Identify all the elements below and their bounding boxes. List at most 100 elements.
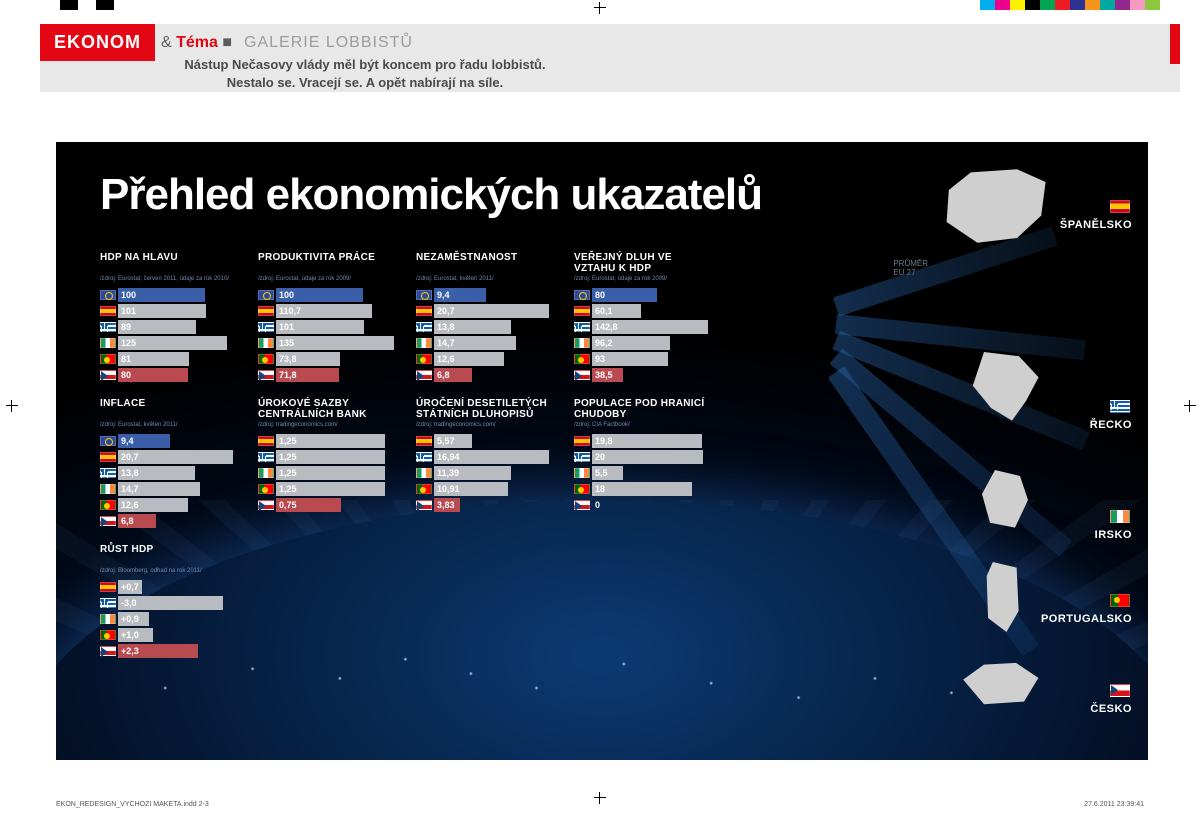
bar-track: 3,83 xyxy=(434,498,556,512)
bar-track: 16,94 xyxy=(434,450,556,464)
bar-value: +0,7 xyxy=(121,580,139,594)
country-name: PORTUGALSKO xyxy=(1041,613,1132,625)
flag-pt-icon xyxy=(100,630,116,640)
chart-rows: 8060,1142,896,29338,5 xyxy=(574,288,714,382)
bar-track: 11,39 xyxy=(434,466,556,480)
flag-ie-icon xyxy=(258,338,274,348)
chart-row: 0 xyxy=(574,498,714,512)
flag-gr-icon xyxy=(258,322,274,332)
bar-track: +0,9 xyxy=(118,612,240,626)
flag-cz-icon xyxy=(100,646,116,656)
bar-track: +0,7 xyxy=(118,580,240,594)
bar-value: 110,7 xyxy=(279,304,301,318)
chart-row: 18 xyxy=(574,482,714,496)
bar-value: 3,83 xyxy=(437,498,455,512)
flag-eu-icon xyxy=(416,290,432,300)
country-name: ŠPANĚLSKO xyxy=(1060,219,1132,231)
flag-eu-icon xyxy=(258,290,274,300)
flag-ie-icon xyxy=(416,338,432,348)
country-name: IRSKO xyxy=(1095,529,1132,541)
bar-value: 100 xyxy=(279,288,294,302)
print-swatch xyxy=(1025,0,1040,10)
chart-source: /zdroj: tradingeconomics.com/ xyxy=(416,422,556,428)
print-swatch xyxy=(78,0,96,10)
bar-value: 101 xyxy=(121,304,136,318)
chart-source: /zdroj: Eurostat, údaje za rok 2009/ xyxy=(258,276,398,282)
flag-es-icon xyxy=(574,436,590,446)
bar-track: 142,8 xyxy=(592,320,714,334)
bar-track: 38,5 xyxy=(592,368,714,382)
flag-ie-icon xyxy=(574,338,590,348)
bar-track: +2,3 xyxy=(118,644,240,658)
bar-value: +1,0 xyxy=(121,628,139,642)
bar-value: 6,8 xyxy=(437,368,450,382)
bar-value: 1,25 xyxy=(279,450,297,464)
flag-es-icon xyxy=(258,436,274,446)
print-swatch xyxy=(1070,0,1085,10)
chart-title: HDP NA HLAVU xyxy=(100,252,240,274)
bar-track: 14,7 xyxy=(118,482,240,496)
bar-value: 9,4 xyxy=(121,434,134,448)
chart-row: 20 xyxy=(574,450,714,464)
bar-value: 80 xyxy=(121,368,131,382)
chart-row: 142,8 xyxy=(574,320,714,334)
chart-row: 9,4 xyxy=(416,288,556,302)
flag-eu-icon xyxy=(100,436,116,446)
chart-row: 0,75 xyxy=(258,498,398,512)
bar-track: 18 xyxy=(592,482,714,496)
silhouette-portugal xyxy=(986,562,1020,632)
flag-cz-icon xyxy=(574,500,590,510)
chart-row: 14,7 xyxy=(100,482,240,496)
flag-es-icon xyxy=(100,452,116,462)
chart-row: 135 xyxy=(258,336,398,350)
bar-track: 10,91 xyxy=(434,482,556,496)
bar-track: 101 xyxy=(276,320,398,334)
chart-title: PRODUKTIVITA PRÁCE xyxy=(258,252,398,274)
flag-gr-icon xyxy=(1110,400,1130,413)
bar-track: 9,4 xyxy=(118,434,240,448)
chart-row: 100 xyxy=(100,288,240,302)
bar-value: 71,8 xyxy=(279,368,297,382)
bar-value: 11,39 xyxy=(437,466,459,480)
chart-row: 6,8 xyxy=(416,368,556,382)
chart-row: 1,25 xyxy=(258,450,398,464)
chart-source: /zdroj: Eurostat, květen 2011/ xyxy=(416,276,556,282)
bar-track: 71,8 xyxy=(276,368,398,382)
bar-value: 96,2 xyxy=(595,336,613,350)
print-swatch xyxy=(96,0,114,10)
infographic-panel: Přehled ekonomických ukazatelů PRŮMĚR EU… xyxy=(56,142,1148,760)
silhouette-ireland xyxy=(980,470,1030,530)
chart-row: 9,4 xyxy=(100,434,240,448)
chart-row: 20,7 xyxy=(100,450,240,464)
flag-es-icon xyxy=(416,436,432,446)
country-label-gr: ŘECKO xyxy=(1090,400,1132,431)
bar-value: +0,9 xyxy=(121,612,139,626)
indesign-filename: EKON_REDESIGN_VYCHOZI MAKETA.indd 2-3 xyxy=(56,801,209,808)
flag-pt-icon xyxy=(100,354,116,364)
brand-logo: EKONOM xyxy=(40,24,155,61)
chart-row: 38,5 xyxy=(574,368,714,382)
bar-value: 1,25 xyxy=(279,434,297,448)
bar-track: 20,7 xyxy=(434,304,556,318)
bar-value: 125 xyxy=(121,336,136,350)
chart-row: 16,94 xyxy=(416,450,556,464)
print-swatch xyxy=(995,0,1010,10)
chart-source: /zdroj: CIA Factbook/ xyxy=(574,422,714,428)
chart-row: 101 xyxy=(258,320,398,334)
chart-row: 11,39 xyxy=(416,466,556,480)
flag-cz-icon xyxy=(258,370,274,380)
chart-source: /zdroj: Eurostat, údaje za rok 2009/ xyxy=(574,276,714,282)
flag-pt-icon xyxy=(258,354,274,364)
chart-block: PRODUKTIVITA PRÁCE/zdroj: Eurostat, údaj… xyxy=(258,252,398,382)
bar-track: 81 xyxy=(118,352,240,366)
flag-pt-icon xyxy=(416,354,432,364)
chart-title: NEZAMĚSTNANOST xyxy=(416,252,556,274)
bar-track: 80 xyxy=(592,288,714,302)
chart-row: 13,8 xyxy=(100,466,240,480)
bar-track: 6,8 xyxy=(434,368,556,382)
bar-track: -3,0 xyxy=(118,596,240,610)
print-swatch xyxy=(1100,0,1115,10)
chart-rows: 100101891258180 xyxy=(100,288,240,382)
chart-row: 12,6 xyxy=(100,498,240,512)
flag-ie-icon xyxy=(416,468,432,478)
